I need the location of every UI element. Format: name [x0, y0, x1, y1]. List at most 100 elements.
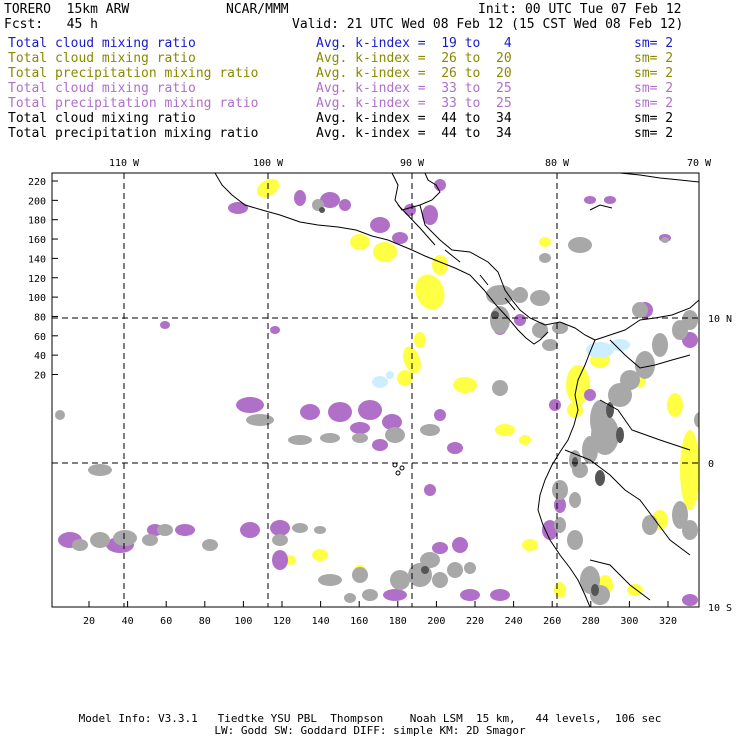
- field-patch: [397, 370, 413, 386]
- field-patch: [453, 377, 477, 393]
- galapagos-island-2: [399, 465, 405, 471]
- field-patch: [567, 530, 583, 550]
- legend-smoothing: sm= 2: [634, 51, 674, 66]
- legend-kindex: Avg. k-index = 33 to 25: [316, 96, 512, 111]
- field-layer: [55, 178, 699, 606]
- field-patch: [314, 526, 326, 534]
- field-patch: [372, 376, 388, 388]
- field-patch: [319, 207, 325, 213]
- field-patch: [88, 464, 112, 476]
- legend-field-name: Total cloud mixing ratio: [8, 81, 196, 96]
- legend-field-name: Total precipitation mixing ratio: [8, 126, 259, 141]
- y-tick-label: 20: [34, 371, 46, 382]
- field-patch: [447, 562, 463, 578]
- field-patch: [514, 314, 526, 326]
- field-patch: [667, 393, 683, 417]
- field-patch: [202, 539, 218, 551]
- y-tick-label: 80: [34, 312, 46, 323]
- field-patch: [572, 457, 578, 467]
- field-patch: [491, 311, 499, 319]
- latitude-label: 10 N: [708, 314, 732, 325]
- field-patch: [595, 470, 605, 486]
- field-patch: [694, 412, 699, 428]
- legend-field-name: Total cloud mixing ratio: [8, 51, 196, 66]
- y-tick-label: 220: [28, 177, 46, 188]
- field-patch: [382, 414, 402, 430]
- field-patch: [373, 242, 397, 262]
- field-patch: [552, 322, 568, 334]
- coastline-layer: [214, 173, 699, 607]
- field-patch: [421, 566, 429, 574]
- field-patch: [490, 306, 510, 334]
- field-patch: [55, 410, 65, 420]
- field-patch: [604, 196, 616, 204]
- field-patch: [420, 424, 440, 436]
- x-tick-label: 60: [160, 616, 172, 627]
- field-patch: [318, 574, 342, 586]
- legend-smoothing: sm= 2: [634, 126, 674, 141]
- field-patch: [568, 237, 592, 253]
- field-patch: [312, 549, 328, 561]
- field-patch: [113, 530, 137, 546]
- field-patch: [682, 520, 698, 540]
- field-patch: [294, 190, 306, 206]
- field-patch: [642, 515, 658, 535]
- legend-smoothing: sm= 2: [634, 81, 674, 96]
- legend-kindex: Avg. k-index = 44 to 34: [316, 126, 512, 141]
- field-patch: [228, 202, 248, 214]
- field-patch: [420, 552, 440, 568]
- field-patch: [272, 550, 288, 570]
- field-patch: [270, 326, 280, 334]
- field-patch: [352, 567, 368, 583]
- coastline-caribbean-ca: [419, 204, 596, 341]
- field-patch: [300, 404, 320, 420]
- lat-lon-grid: [52, 173, 699, 607]
- field-patch: [661, 237, 669, 243]
- field-patch: [160, 321, 170, 329]
- coastline-yucatan: [391, 173, 441, 211]
- field-patch: [339, 199, 351, 211]
- field-patch: [240, 522, 260, 538]
- field-patch: [512, 287, 528, 303]
- init-time: Init: 00 UTC Tue 07 Feb 12: [478, 2, 682, 17]
- field-patch: [554, 582, 566, 598]
- legend-smoothing: sm= 2: [634, 66, 674, 81]
- field-patch: [652, 333, 668, 357]
- x-tick-label: 40: [122, 616, 134, 627]
- x-tick-label: 120: [273, 616, 291, 627]
- valid-time: Valid: 21 UTC Wed 08 Feb 12 (15 CST Wed …: [292, 17, 684, 32]
- galapagos-island-3: [395, 470, 401, 476]
- field-patch: [424, 484, 436, 496]
- field-patch: [569, 492, 581, 508]
- galapagos-island-1: [392, 462, 398, 468]
- coastline-mexico: [214, 173, 549, 345]
- field-patch: [288, 435, 312, 445]
- x-tick-label: 180: [389, 616, 407, 627]
- field-patch: [635, 351, 655, 379]
- field-patch: [584, 389, 596, 401]
- field-patch: [490, 589, 510, 601]
- field-patch: [532, 322, 548, 338]
- field-patch: [246, 414, 274, 426]
- map-frame: [51, 172, 700, 608]
- field-patch: [539, 237, 551, 247]
- legend-field-name: Total cloud mixing ratio: [8, 111, 196, 126]
- x-tick-label: 100: [234, 616, 252, 627]
- longitude-label: 100 W: [253, 158, 284, 169]
- field-patch: [236, 397, 264, 413]
- y-tick-label: 100: [28, 293, 46, 304]
- y-tick-label: 180: [28, 216, 46, 227]
- field-patch: [632, 302, 648, 318]
- field-patch: [542, 339, 558, 351]
- field-patch: [680, 430, 699, 510]
- field-patch: [591, 415, 619, 455]
- legend-kindex: Avg. k-index = 26 to 20: [316, 51, 512, 66]
- x-tick-label: 200: [427, 616, 445, 627]
- field-patch: [372, 439, 388, 451]
- field-patch: [320, 433, 340, 443]
- field-patch: [530, 290, 550, 306]
- legend-kindex: Avg. k-index = 33 to 25: [316, 81, 512, 96]
- field-patch: [157, 524, 173, 536]
- field-patch: [175, 524, 195, 536]
- longitude-label: 80 W: [545, 158, 570, 169]
